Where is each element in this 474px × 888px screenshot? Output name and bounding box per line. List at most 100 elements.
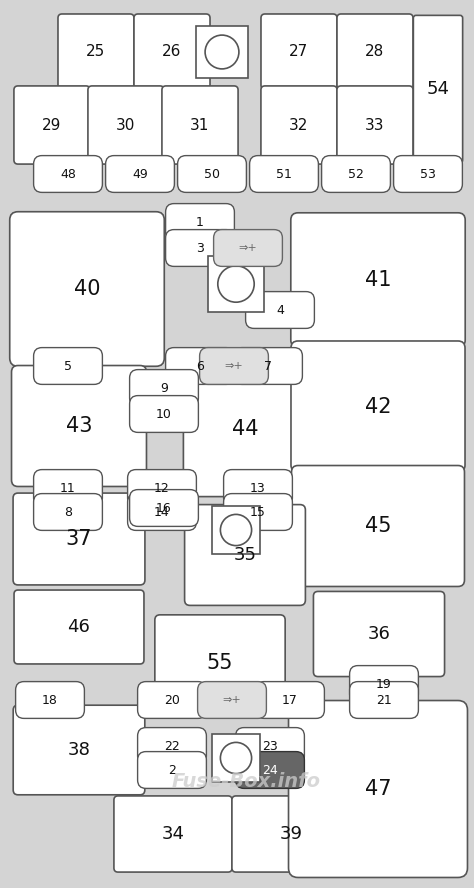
FancyBboxPatch shape (137, 727, 206, 765)
FancyBboxPatch shape (137, 682, 206, 718)
Text: 11: 11 (60, 481, 76, 495)
Text: 12: 12 (154, 481, 170, 495)
Text: 45: 45 (365, 516, 391, 536)
Text: 13: 13 (250, 481, 266, 495)
FancyBboxPatch shape (16, 682, 84, 718)
FancyBboxPatch shape (198, 682, 266, 718)
Text: 46: 46 (68, 618, 91, 636)
Text: 53: 53 (420, 168, 436, 180)
FancyBboxPatch shape (291, 213, 465, 347)
Text: 41: 41 (365, 270, 391, 290)
Text: 14: 14 (154, 505, 170, 519)
Text: 35: 35 (234, 546, 256, 564)
Text: 43: 43 (66, 416, 92, 436)
Text: 38: 38 (68, 741, 91, 759)
FancyBboxPatch shape (137, 751, 206, 789)
FancyBboxPatch shape (14, 86, 90, 164)
FancyBboxPatch shape (128, 494, 196, 530)
Text: ⇒+: ⇒+ (238, 243, 257, 253)
FancyBboxPatch shape (393, 155, 463, 193)
Text: 49: 49 (132, 168, 148, 180)
Text: 50: 50 (204, 168, 220, 180)
Text: 29: 29 (42, 117, 62, 132)
FancyBboxPatch shape (13, 493, 145, 585)
Text: 19: 19 (376, 678, 392, 691)
Bar (212, 734, 260, 782)
Text: 28: 28 (365, 44, 384, 59)
FancyBboxPatch shape (34, 347, 102, 385)
Text: 16: 16 (156, 502, 172, 514)
FancyBboxPatch shape (261, 86, 337, 164)
FancyBboxPatch shape (162, 86, 238, 164)
Bar (208, 256, 264, 312)
Text: 40: 40 (74, 279, 100, 299)
FancyBboxPatch shape (224, 494, 292, 530)
FancyBboxPatch shape (250, 155, 319, 193)
FancyBboxPatch shape (246, 291, 314, 329)
Circle shape (218, 266, 254, 302)
Text: 15: 15 (250, 505, 266, 519)
FancyBboxPatch shape (337, 14, 413, 89)
Text: 10: 10 (156, 408, 172, 421)
Text: 31: 31 (191, 117, 210, 132)
Bar (196, 26, 248, 78)
Text: 25: 25 (86, 44, 106, 59)
Text: 51: 51 (276, 168, 292, 180)
Text: 44: 44 (232, 419, 258, 439)
Text: 18: 18 (42, 694, 58, 707)
FancyBboxPatch shape (11, 366, 146, 487)
Circle shape (220, 742, 252, 773)
FancyBboxPatch shape (350, 666, 419, 702)
Text: 42: 42 (365, 397, 391, 416)
FancyBboxPatch shape (155, 614, 285, 711)
Text: 27: 27 (289, 44, 309, 59)
FancyBboxPatch shape (34, 470, 102, 506)
FancyBboxPatch shape (165, 347, 235, 385)
FancyBboxPatch shape (129, 489, 199, 527)
Text: 39: 39 (280, 825, 302, 843)
Text: 17: 17 (282, 694, 298, 707)
Text: ⇒+: ⇒+ (223, 695, 241, 705)
Text: 33: 33 (365, 117, 385, 132)
Text: 1: 1 (196, 216, 204, 228)
Text: 48: 48 (60, 168, 76, 180)
Text: 34: 34 (162, 825, 184, 843)
Text: 54: 54 (427, 80, 449, 98)
FancyBboxPatch shape (350, 682, 419, 718)
Text: 4: 4 (276, 304, 284, 316)
Text: 32: 32 (289, 117, 309, 132)
Text: 47: 47 (365, 779, 391, 799)
FancyBboxPatch shape (321, 155, 391, 193)
Text: 2: 2 (168, 764, 176, 776)
Text: 21: 21 (376, 694, 392, 707)
Text: 22: 22 (164, 740, 180, 752)
FancyBboxPatch shape (10, 211, 164, 366)
Text: 52: 52 (348, 168, 364, 180)
Text: 7: 7 (264, 360, 272, 372)
FancyBboxPatch shape (289, 701, 467, 877)
FancyBboxPatch shape (292, 465, 465, 586)
FancyBboxPatch shape (58, 14, 134, 89)
Text: 8: 8 (64, 505, 72, 519)
FancyBboxPatch shape (165, 230, 235, 266)
Text: ⇒+: ⇒+ (225, 361, 243, 371)
Text: 9: 9 (160, 382, 168, 394)
FancyBboxPatch shape (337, 86, 413, 164)
FancyBboxPatch shape (178, 155, 246, 193)
FancyBboxPatch shape (232, 796, 350, 872)
FancyBboxPatch shape (200, 347, 268, 385)
Text: Fuse-Box.info: Fuse-Box.info (172, 772, 321, 791)
FancyBboxPatch shape (165, 203, 235, 241)
FancyBboxPatch shape (313, 591, 445, 677)
FancyBboxPatch shape (184, 504, 305, 606)
FancyBboxPatch shape (34, 494, 102, 530)
Text: 20: 20 (164, 694, 180, 707)
Text: 26: 26 (162, 44, 182, 59)
Text: 6: 6 (196, 360, 204, 372)
FancyBboxPatch shape (129, 369, 199, 407)
FancyBboxPatch shape (106, 155, 174, 193)
FancyBboxPatch shape (114, 796, 232, 872)
FancyBboxPatch shape (134, 14, 210, 89)
FancyBboxPatch shape (224, 470, 292, 506)
Text: 30: 30 (116, 117, 136, 132)
